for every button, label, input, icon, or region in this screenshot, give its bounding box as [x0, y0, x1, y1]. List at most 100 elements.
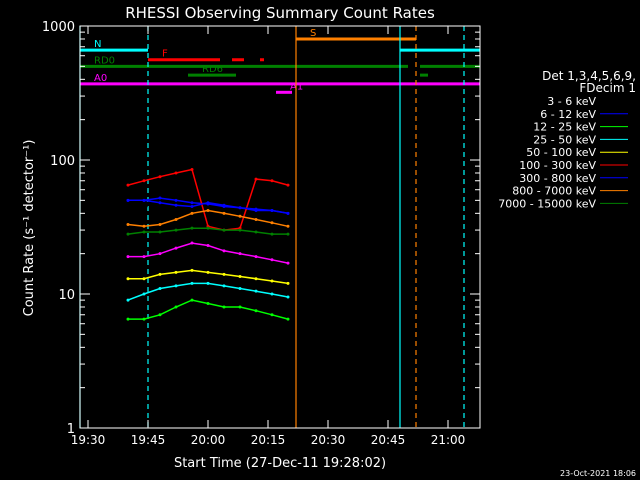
legend-label-800-7000-kev: 800 - 7000 keV [512, 185, 596, 198]
data-point-magenta-8-20-kev-band-2 [158, 252, 162, 256]
data-point-3-6-kev-7 [182, 217, 186, 221]
data-point-50-100-kev-0 [126, 277, 130, 281]
data-point-50-100-kev-1 [142, 277, 146, 281]
data-point-100-300-kev-3 [174, 171, 178, 175]
legend-label-12-25-kev: 12 - 25 keV [533, 121, 596, 134]
data-point-magenta-8-20-kev-band-8 [254, 255, 258, 259]
data-point-magenta-8-20-kev-band-9 [270, 258, 274, 262]
data-point-12-25-kev-3 [174, 305, 178, 309]
data-point-12-25-kev-9 [270, 313, 274, 317]
data-point-25-50-kev-10 [286, 295, 290, 299]
data-point-3-6-kev-8 [190, 221, 194, 225]
data-point-25-50-kev-8 [254, 289, 258, 293]
data-point-800-7000-kev-0 [126, 223, 130, 227]
data-point-3-6-kev-15 [246, 232, 250, 236]
legend-label-300-800-kev: 300 - 800 keV [519, 172, 596, 185]
data-point-12-25-kev-7 [238, 305, 242, 309]
data-point-50-100-kev-5 [206, 270, 210, 274]
data-point-25-50-kev-9 [270, 292, 274, 296]
x-tick-label: 19:30 [71, 433, 106, 447]
data-point-12-25-kev-1 [142, 317, 146, 321]
data-point-3-6-kev-3 [150, 193, 154, 197]
data-point-25-50-kev-7 [238, 286, 242, 290]
x-tick-label: 20:45 [371, 433, 406, 447]
y-axis-label: Count Rate (s⁻¹ detector⁻¹) [22, 140, 37, 317]
legend-label-100-300-kev: 100 - 300 keV [519, 159, 596, 172]
data-point-3-6-kev-2 [142, 211, 146, 215]
data-point-50-100-kev-6 [222, 272, 226, 276]
x-tick-label: 20:15 [251, 433, 286, 447]
data-point-50-100-kev-7 [238, 275, 242, 279]
data-point-25-50-kev-0 [126, 298, 130, 302]
data-point-3-6-kev-17 [262, 239, 266, 243]
data-point-12-25-kev-10 [286, 317, 290, 321]
data-point-25-50-kev-4 [190, 281, 194, 285]
data-point-3-6-kev-0 [126, 268, 130, 272]
state-label-a1: A1 [290, 81, 303, 92]
data-point-300-800-kev-8 [254, 207, 258, 211]
data-point-6-12-kev-3 [174, 198, 178, 202]
data-point-800-7000-kev-6 [222, 211, 226, 215]
data-point-50-100-kev-8 [254, 277, 258, 281]
data-point-800-7000-kev-8 [254, 217, 258, 221]
data-point-800-7000-kev-5 [206, 208, 210, 212]
data-point-magenta-8-20-kev-band-10 [286, 261, 290, 265]
x-tick-label: 20:00 [191, 433, 226, 447]
data-point-magenta-8-20-kev-band-6 [222, 249, 226, 253]
data-point-300-800-kev-2 [158, 201, 162, 205]
data-point-800-7000-kev-7 [238, 214, 242, 218]
data-point-800-7000-kev-10 [286, 224, 290, 228]
data-point-magenta-8-20-kev-band-1 [142, 255, 146, 259]
data-point-300-800-kev-7 [238, 206, 242, 210]
data-point-100-300-kev-9 [270, 179, 274, 183]
series-lines [126, 167, 290, 321]
data-point-25-50-kev-3 [174, 284, 178, 288]
y-tick-label: 1 [67, 422, 75, 437]
series-line-25-50-kev [127, 282, 289, 301]
data-point-50-100-kev-9 [270, 279, 274, 283]
data-point-800-7000-kev-9 [270, 221, 274, 225]
data-point-3-6-kev-16 [254, 234, 258, 238]
legend-title-line-1: Det 1,3,4,5,6,9, [542, 69, 636, 83]
data-point-25-50-kev-1 [142, 292, 146, 296]
data-point-100-300-kev-1 [142, 179, 146, 183]
y-tick-label: 100 [50, 154, 75, 169]
data-point-800-7000-kev-4 [190, 211, 194, 215]
data-point-25-50-kev-2 [158, 286, 162, 290]
state-label-n: N [94, 39, 101, 50]
data-point-magenta-8-20-kev-band-0 [126, 255, 130, 259]
data-point-7000-15000-kev-3 [174, 228, 178, 232]
legend-label-3-6-kev: 3 - 6 keV [547, 95, 596, 108]
data-point-magenta-8-20-kev-band-7 [238, 252, 242, 256]
axes: 19:30 19:45 20:00 20:15 20:30 20:45 21:00 1 10 10… [42, 20, 481, 447]
data-point-12-25-kev-0 [126, 317, 130, 321]
data-point-3-6-kev-4 [158, 198, 162, 202]
timestamp: 23-Oct-2021 18:06 [560, 469, 636, 478]
data-point-300-800-kev-6 [222, 203, 226, 207]
y-tick-label: 1000 [42, 20, 75, 35]
x-tick-label: 21:00 [431, 433, 466, 447]
data-point-12-25-kev-8 [254, 309, 258, 313]
state-label-rd0: RD0 [94, 55, 115, 66]
x-tick-label: 19:45 [131, 433, 166, 447]
data-point-7000-15000-kev-10 [286, 232, 290, 236]
vertical-markers [79, 26, 465, 428]
data-point-800-7000-kev-2 [158, 223, 162, 227]
data-point-3-6-kev-18 [270, 246, 274, 250]
data-point-12-25-kev-5 [206, 301, 210, 305]
data-point-300-800-kev-9 [270, 208, 274, 212]
data-point-3-6-kev-6 [174, 211, 178, 215]
data-point-100-300-kev-8 [254, 177, 258, 181]
data-point-100-300-kev-0 [126, 183, 130, 187]
data-point-100-300-kev-2 [158, 175, 162, 179]
data-point-magenta-8-20-kev-band-3 [174, 246, 178, 250]
state-label-f: F [162, 49, 168, 60]
data-point-7000-15000-kev-0 [126, 232, 130, 236]
chart-title: RHESSI Observing Summary Count Rates [125, 4, 435, 22]
data-point-50-100-kev-4 [190, 268, 194, 272]
data-point-7000-15000-kev-6 [222, 228, 226, 232]
data-point-3-6-kev-9 [198, 223, 202, 227]
state-label-a0: A0 [94, 73, 107, 84]
data-point-magenta-8-20-kev-band-4 [190, 241, 194, 245]
